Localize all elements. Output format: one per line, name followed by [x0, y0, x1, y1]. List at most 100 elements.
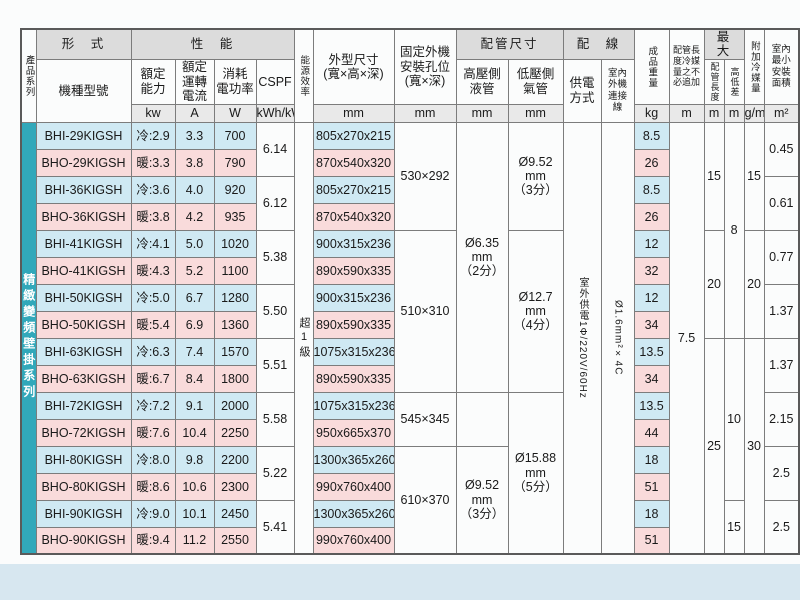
liquid-pipe-header: 高壓側 液管 — [455, 58, 509, 105]
power-cell: 2450 — [213, 499, 257, 528]
rated-capacity-header: 額定 能力 — [130, 58, 176, 105]
capacity-cell: 暖:4.3 — [130, 256, 176, 285]
cspf-cell: 5.41 — [255, 499, 295, 555]
weight-cell: 51 — [633, 526, 670, 555]
weight-cell: 26 — [633, 148, 670, 177]
weight-cell: 13.5 — [633, 391, 670, 420]
weight-cell: 44 — [633, 418, 670, 447]
area-cell: 2.5 — [763, 445, 800, 501]
dims-cell: 990x760x400 — [312, 472, 395, 501]
power-cell: 1360 — [213, 310, 257, 339]
max-length-cell: 15 — [703, 121, 725, 231]
power-cell: 1280 — [213, 283, 257, 312]
cspf-cell: 5.58 — [255, 391, 295, 447]
power-supply-cell: 室外供電1Φ/220V/60Hz — [562, 121, 602, 555]
dims-cell: 900x315x236 — [312, 283, 395, 312]
dims-cell: 890x590x335 — [312, 364, 395, 393]
dims-cell: 990x760x400 — [312, 526, 395, 555]
power-supply-header: 供電 方式 — [562, 58, 602, 123]
power-cell: 790 — [213, 148, 257, 177]
current-cell: 9.1 — [174, 391, 215, 420]
weight-cell: 18 — [633, 445, 670, 474]
dims-cell: 900x315x236 — [312, 229, 395, 258]
current-cell: 3.8 — [174, 148, 215, 177]
table-row: BHO-80KIGSH 暖:8.6 10.6 2300 990x760x400 … — [21, 472, 799, 501]
liquid-pipe-cell — [455, 391, 509, 447]
holes-cell: 545×345 — [393, 391, 457, 447]
weight-cell: 34 — [633, 310, 670, 339]
unit-m-len: m — [703, 103, 725, 123]
add-refrigerant-header: 附加冷媒量 — [743, 28, 765, 105]
height-diff-cell: 8 — [723, 121, 745, 339]
unit-mm-holes: mm — [393, 103, 457, 123]
power-cell: 935 — [213, 202, 257, 231]
model-cell: BHO-90KIGSH — [35, 526, 132, 555]
area-cell: 1.37 — [763, 337, 800, 393]
dims-cell: 1075x315x236 — [312, 391, 395, 420]
gas-pipe-cell: Ø15.88 mm （5分） — [507, 391, 564, 555]
table-row: BHO-90KIGSH 暖:9.4 11.2 2550 990x760x400 … — [21, 526, 799, 555]
dims-cell: 870x540x320 — [312, 148, 395, 177]
capacity-cell: 冷:6.3 — [130, 337, 176, 366]
dims-cell: 1075x315x236 — [312, 337, 395, 366]
dims-cell: 1300x365x260 — [312, 499, 395, 528]
model-header: 機種型號 — [35, 58, 132, 123]
max-header: 最 大 — [703, 28, 745, 60]
model-cell: BHI-41KIGSH — [35, 229, 132, 258]
table-row: BHO-63KIGSH 暖:6.7 8.4 1800 890x590x335 3… — [21, 364, 799, 393]
power-cell: 1100 — [213, 256, 257, 285]
capacity-cell: 暖:5.4 — [130, 310, 176, 339]
model-cell: BHI-50KIGSH — [35, 283, 132, 312]
power-cell: 1570 — [213, 337, 257, 366]
liquid-pipe-cell: Ø6.35 mm （2分） — [455, 121, 509, 393]
power-cell: 1800 — [213, 364, 257, 393]
unit-mm-liquid: mm — [455, 103, 509, 123]
area-cell: 1.37 — [763, 283, 800, 339]
current-cell: 10.1 — [174, 499, 215, 528]
capacity-cell: 暖:7.6 — [130, 418, 176, 447]
capacity-cell: 冷:9.0 — [130, 499, 176, 528]
pipe-size-header: 配管尺寸 — [455, 28, 564, 60]
dims-cell: 950x665x370 — [312, 418, 395, 447]
capacity-cell: 冷:8.0 — [130, 445, 176, 474]
area-cell: 0.77 — [763, 229, 800, 285]
power-cell: 2200 — [213, 445, 257, 474]
product-series-header: 產品系列 — [20, 28, 37, 123]
page-bottom-band — [0, 564, 800, 600]
type-header: 形 式 — [35, 28, 132, 60]
area-cell: 0.61 — [763, 175, 800, 231]
cspf-cell: 5.38 — [255, 229, 295, 285]
add-refrigerant-cell: 30 — [743, 337, 765, 555]
table-row: BHI-72KIGSH 冷:7.2 9.1 2000 5.58 1075x315… — [21, 391, 800, 555]
capacity-cell: 冷:4.1 — [130, 229, 176, 258]
no-add-refrigerant-length-header: 配管長度冷媒量之不必追加 — [668, 28, 705, 105]
cspf-header: CSPF — [255, 58, 295, 105]
weight-header: 成品重量 — [633, 28, 670, 105]
model-cell: BHI-63KIGSH — [35, 337, 132, 366]
area-cell: 2.5 — [763, 499, 800, 555]
power-cell: 2550 — [213, 526, 257, 555]
unit-mm-dims: mm — [312, 103, 395, 123]
cspf-cell: 5.22 — [255, 445, 295, 501]
liquid-pipe-cell: Ø9.52 mm （3分） — [455, 445, 509, 555]
gas-pipe-cell: Ø12.7 mm （4分） — [507, 229, 564, 393]
current-cell: 7.4 — [174, 337, 215, 366]
holes-cell: 530×292 — [393, 121, 457, 231]
dims-cell: 1300x365x260 — [312, 445, 395, 474]
current-cell: 4.0 — [174, 175, 215, 204]
capacity-cell: 暖:9.4 — [130, 526, 176, 555]
height-diff-cell: 10 — [723, 337, 745, 501]
min-install-area-header: 室內最小安裝面積 — [763, 28, 800, 105]
model-cell: BHI-72KIGSH — [35, 391, 132, 420]
table-row: BHI-36KIGSH 冷:3.6 4.0 920 6.12 805x270x2… — [21, 175, 800, 231]
table-row: BHO-50KIGSH 暖:5.4 6.9 1360 890x590x335 3… — [21, 310, 799, 339]
weight-cell: 26 — [633, 202, 670, 231]
model-cell: BHO-63KIGSH — [35, 364, 132, 393]
capacity-cell: 暖:3.8 — [130, 202, 176, 231]
model-cell: BHI-36KIGSH — [35, 175, 132, 204]
dims-cell: 890x590x335 — [312, 310, 395, 339]
height-diff-header: 高低差 — [723, 58, 745, 105]
table-row: BHI-63KIGSH 冷:6.3 7.4 1570 5.51 1075x315… — [21, 337, 800, 555]
capacity-cell: 冷:3.6 — [130, 175, 176, 204]
current-cell: 6.9 — [174, 310, 215, 339]
